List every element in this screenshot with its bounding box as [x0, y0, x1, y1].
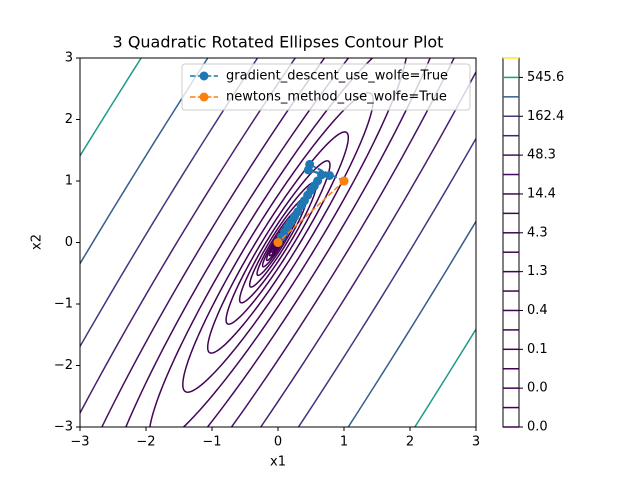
contour-line: [256, 208, 300, 277]
colorbar-tick-label: 162.4: [527, 109, 564, 124]
y-tick-label: 0: [65, 235, 73, 250]
series-group: [273, 159, 349, 247]
legend-box: [181, 63, 471, 111]
series-line: [277, 180, 345, 244]
legend-marker: [199, 71, 209, 81]
legend-label: gradient_descent_use_wolfe=True: [226, 69, 448, 84]
y-tick-label: −2: [54, 358, 73, 373]
contour-line: [149, 58, 407, 427]
x-tick-label: 2: [406, 435, 414, 450]
x-tick-label: −1: [202, 435, 221, 450]
chart-title: 3 Quadratic Rotated Ellipses Contour Plo…: [113, 33, 444, 52]
colorbar-tick-label: 0.0: [527, 420, 548, 435]
y-axis-label: x2: [30, 234, 45, 250]
colorbar-tick-label: 0.0: [527, 381, 548, 396]
colorbar-tick-label: 0.4: [527, 303, 548, 318]
colorbar-tick-label: 0.1: [527, 342, 548, 357]
legend-marker: [199, 92, 209, 102]
contour-line: [225, 160, 331, 325]
y-tick-label: −1: [54, 297, 73, 312]
series-marker: [339, 176, 349, 186]
series-marker: [303, 165, 313, 175]
x-tick-label: 1: [340, 435, 348, 450]
x-tick-label: −3: [70, 435, 89, 450]
x-tick-label: −2: [136, 435, 155, 450]
colorbar-tick-label: 14.4: [527, 186, 556, 201]
x-tick-label: 0: [274, 435, 282, 450]
colorbar-frame: [502, 57, 520, 428]
y-tick-label: 2: [65, 112, 73, 127]
legend-label: newtons_method_use_wolfe=True: [226, 90, 447, 105]
series-marker: [324, 170, 334, 180]
y-tick-label: 1: [65, 174, 73, 189]
x-axis-label: x1: [270, 455, 286, 470]
y-tick-label: 3: [65, 51, 73, 66]
contour-line: [248, 197, 308, 288]
contour-line: [206, 131, 350, 354]
series-marker: [273, 238, 283, 247]
colorbar-tick-label: 48.3: [527, 148, 556, 163]
contour-line: [238, 181, 318, 304]
x-tick-label: 3: [472, 435, 480, 450]
colorbar-tick-label: 1.3: [527, 264, 548, 279]
colorbar-tick-label: 545.6: [527, 70, 564, 85]
y-tick-label: −3: [54, 420, 73, 435]
colorbar-tick-label: 4.3: [527, 225, 548, 240]
